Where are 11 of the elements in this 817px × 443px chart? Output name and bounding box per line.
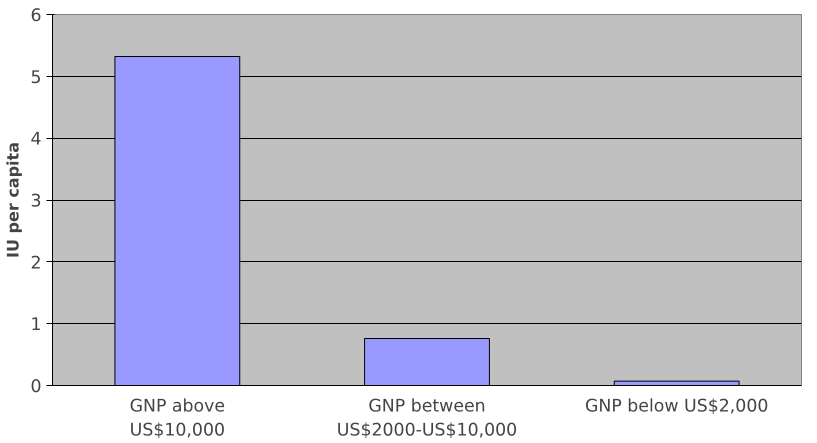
y-tick-label: 3 [30,192,42,212]
x-tick-label: GNP between US$2000-US$10,000 [336,396,518,440]
y-tick-label: 6 [30,6,42,26]
x-tick-label: GNP above US$10,000 [130,396,226,440]
y-tick-label: 1 [30,315,42,336]
y-tick-label: 4 [30,130,42,150]
y-tick-label: 0 [30,377,42,397]
y-axis-title: IU per capita [3,142,22,258]
y-tick-label: 5 [30,68,42,88]
y-tick-label: 2 [30,253,42,274]
x-tick-label: GNP below US$2,000 [584,396,768,416]
